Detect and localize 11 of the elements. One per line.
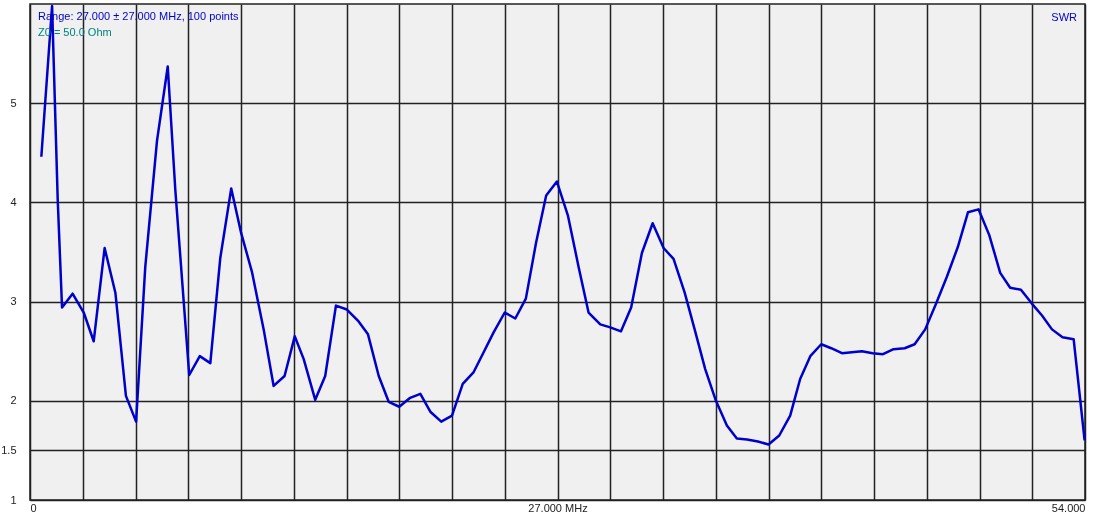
y-tick-label: 3 — [10, 295, 17, 308]
y-tick-label: 2 — [10, 394, 17, 407]
x-tick-label: 0 — [30, 501, 37, 514]
y-tick-label: 1.5 — [1, 443, 17, 456]
y-tick-label: 5 — [10, 96, 17, 109]
text: SWR — [1051, 11, 1078, 23]
x-tick-label: 54.000 — [1051, 501, 1086, 514]
y-tick-label: 1 — [10, 493, 17, 506]
y-tick-label: 4 — [10, 195, 17, 208]
line-series — [40, 4, 1086, 446]
x-tick-label: 27.000 MHz — [528, 501, 588, 514]
